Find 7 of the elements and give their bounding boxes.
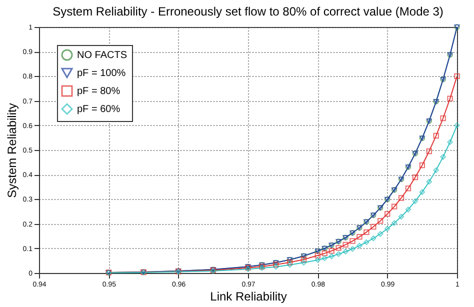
legend-label: pF = 60% — [77, 104, 120, 115]
x-axis-title: Link Reliability — [210, 290, 287, 304]
chart-title: System Reliability - Erroneously set flow to 80% of correct value (Mode 3) — [52, 4, 444, 19]
y-axis-title: System Reliability — [4, 103, 19, 198]
legend-label: pF = 100% — [77, 68, 126, 79]
legend-label: NO FACTS — [77, 50, 128, 61]
legend-label: pF = 80% — [77, 86, 120, 97]
